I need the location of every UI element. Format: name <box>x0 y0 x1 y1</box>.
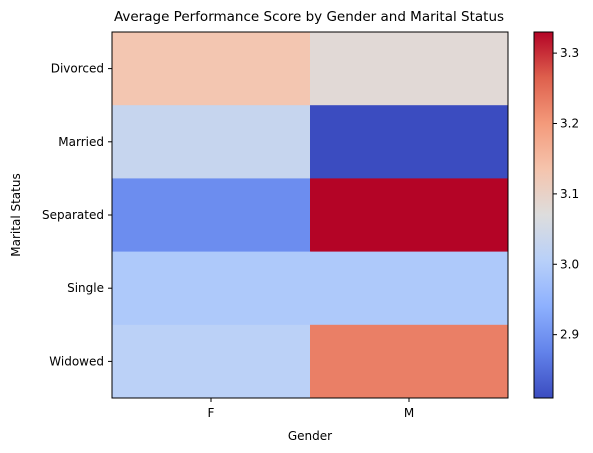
heatmap-cell-single-f <box>112 251 311 326</box>
y-tick-label: Separated <box>42 208 104 222</box>
chart-title: Average Performance Score by Gender and … <box>114 9 504 25</box>
colorbar-tick-label: 2.9 <box>560 328 579 342</box>
x-axis-label: Gender <box>288 429 332 443</box>
heatmap-cell-married-f <box>112 105 311 179</box>
colorbar-ticks: 2.9 3.0 3.1 3.2 3.3 <box>553 46 579 342</box>
colorbar-tick-label: 3.3 <box>560 46 579 60</box>
y-tick-label: Divorced <box>51 62 104 76</box>
colorbar-tick-label: 3.2 <box>560 117 579 131</box>
y-axis-label: Marital Status <box>9 173 23 256</box>
colorbar-tick-label: 3.0 <box>560 257 579 271</box>
heatmap-cell-divorced-m <box>310 32 509 106</box>
heatmap-cell-separated-m <box>310 178 509 253</box>
heatmap-cell-single-m <box>310 251 509 326</box>
heatmap-cell-widowed-f <box>112 324 311 399</box>
heatmap-cell-married-m <box>310 105 509 179</box>
y-tick-label: Married <box>58 135 104 149</box>
x-tick-label: F <box>208 406 215 420</box>
y-tick-label: Single <box>67 281 104 295</box>
colorbar-tick-label: 3.1 <box>560 187 579 201</box>
heatmap-cell-divorced-f <box>112 32 311 106</box>
x-tick-label: M <box>404 406 414 420</box>
colorbar <box>533 31 554 399</box>
y-tick-label: Widowed <box>49 354 104 368</box>
y-axis-ticks: Divorced Married Separated Single Widowed <box>42 62 112 368</box>
heatmap-cell-separated-f <box>112 178 311 253</box>
heatmap-cell-widowed-m <box>310 324 509 399</box>
heatmap-cells <box>112 32 509 399</box>
